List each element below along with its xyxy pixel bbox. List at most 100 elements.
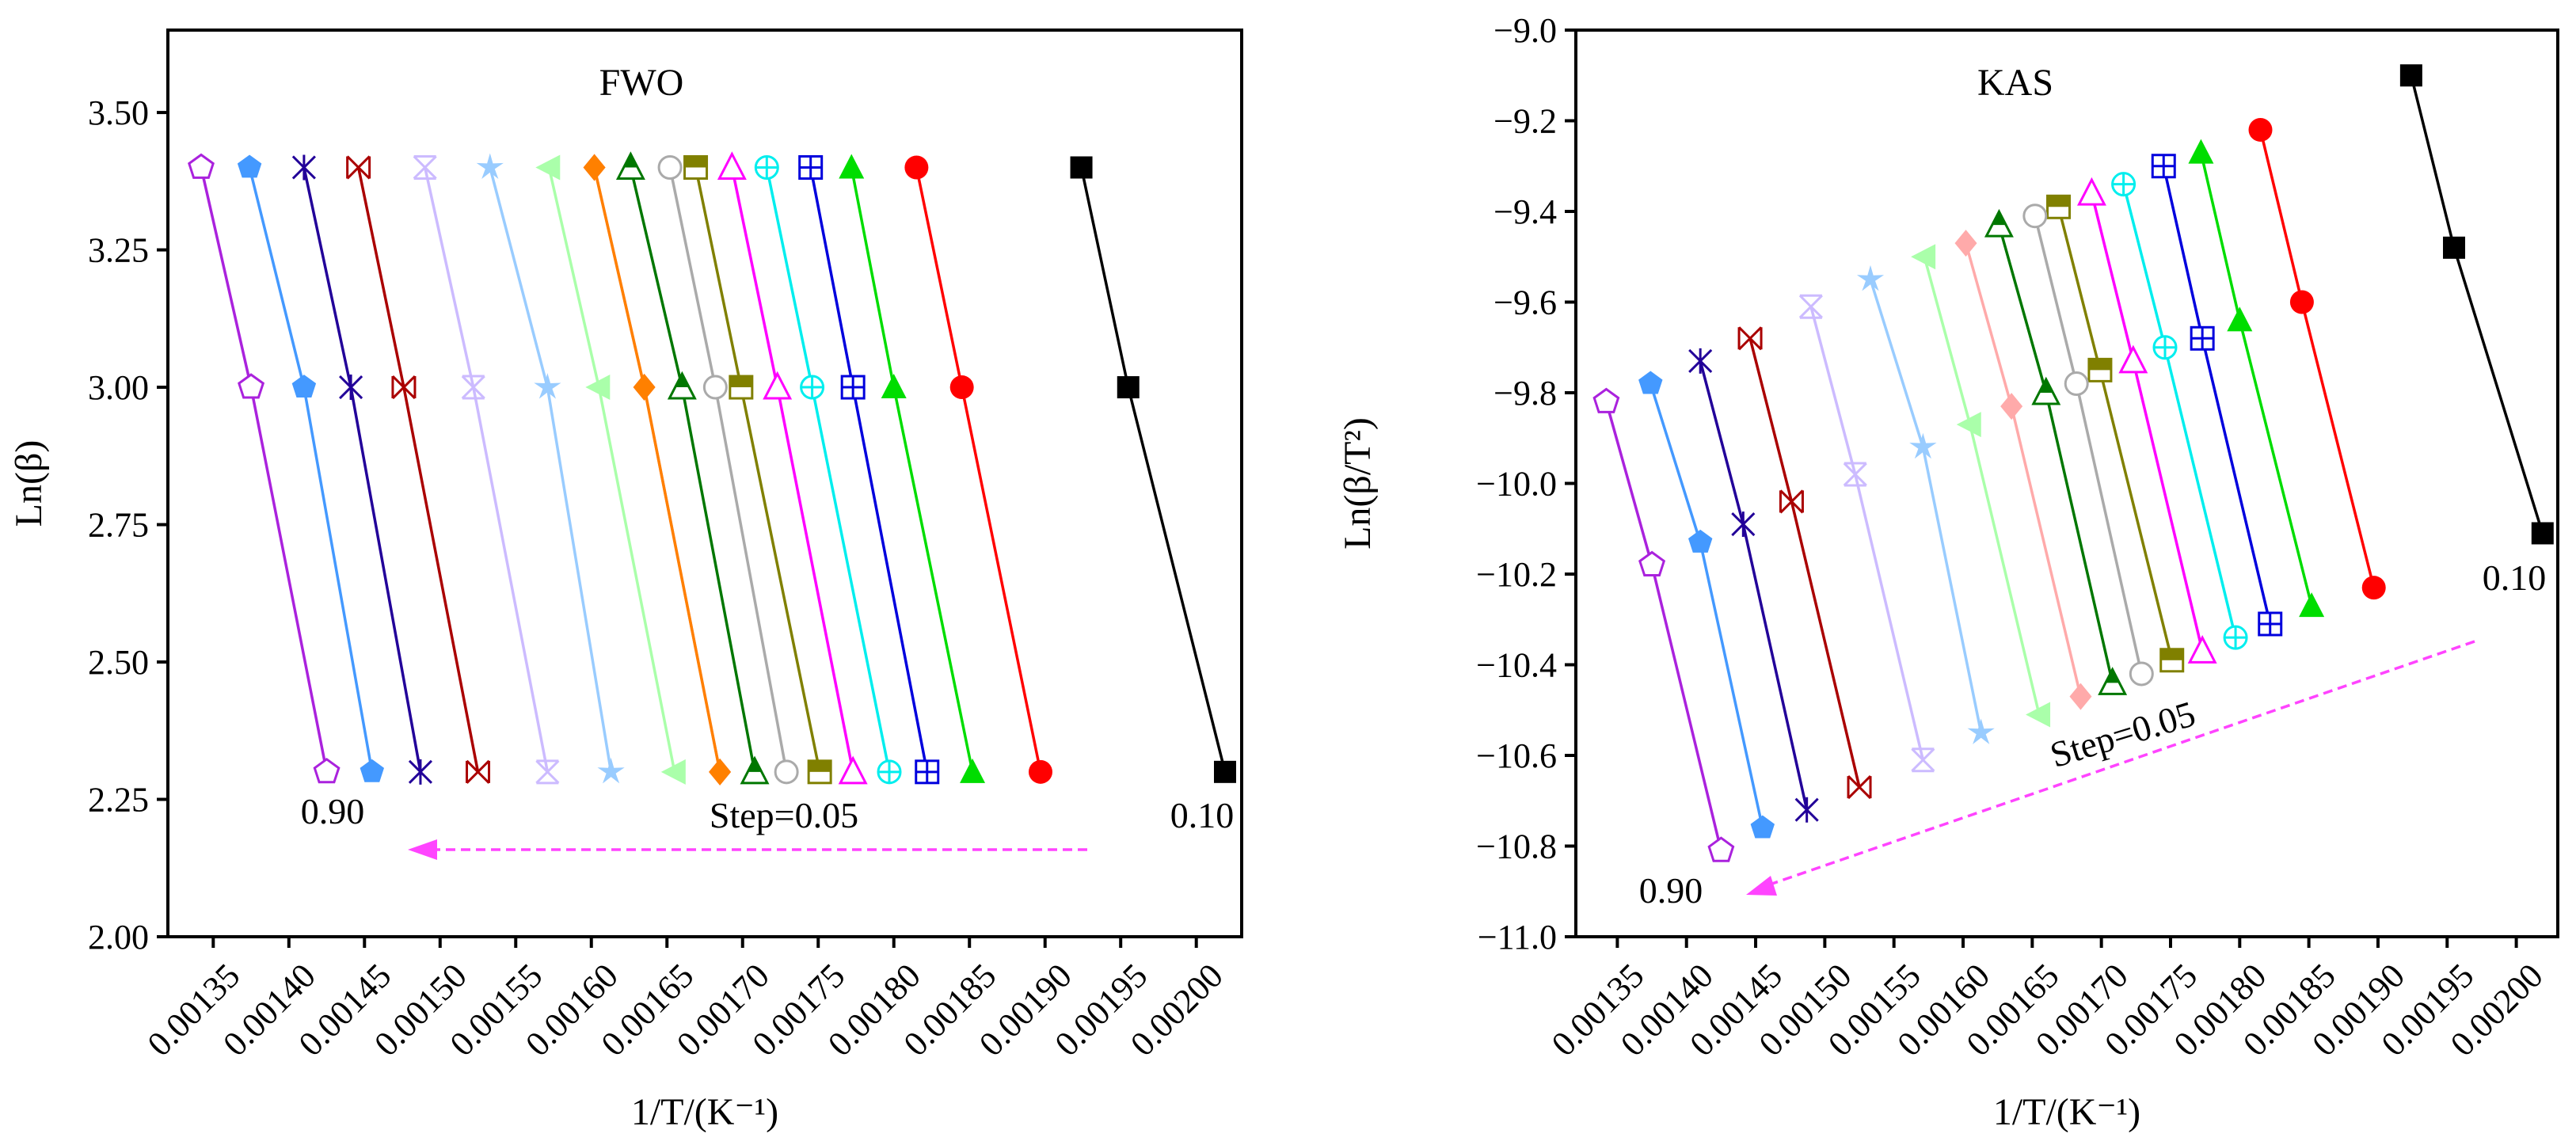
- kas-series-line: [2034, 215, 2144, 675]
- fwo-step-arrow: [408, 839, 1087, 860]
- fwo-data-point: [960, 758, 986, 783]
- kas-data-point: [1794, 797, 1819, 823]
- kas-series-1: [2248, 117, 2386, 600]
- kas-label-high: 0.90: [1639, 870, 1703, 911]
- fwo-series-15: [291, 154, 433, 785]
- fwo-series-line: [629, 167, 756, 773]
- fwo-data-point: [877, 759, 902, 785]
- kas-series-10: [1911, 244, 2051, 728]
- fwo-series-11: [535, 154, 686, 785]
- fwo-y-tick-label: 2.75: [88, 506, 149, 545]
- kas-series-0: [2399, 64, 2554, 545]
- kas-y-tick-label: −10.2: [1476, 555, 1557, 594]
- kas-y-tick-label: −9.2: [1493, 102, 1557, 141]
- kas-panel: 0.001350.001400.001450.001500.001550.001…: [1337, 11, 2559, 1133]
- fwo-data-point: [188, 153, 215, 179]
- kas-series-line: [1748, 337, 1861, 788]
- kas-series-11: [1856, 264, 1995, 744]
- kas-y-tick-label: −9.8: [1493, 374, 1557, 413]
- fwo-y-tick-label: 3.25: [88, 231, 149, 270]
- fwo-series-4: [754, 154, 902, 785]
- kas-series-13: [1737, 326, 1872, 800]
- kas-data-point: [2159, 648, 2185, 673]
- kas-data-point: [1737, 326, 1763, 351]
- fwo-data-point: [702, 375, 728, 400]
- kas-series-line: [2410, 74, 2544, 534]
- kas-step-arrow: [1746, 640, 2475, 896]
- fwo-data-point: [683, 154, 709, 180]
- fwo-series-line: [730, 167, 854, 773]
- kas-data-point: [2361, 576, 2386, 600]
- fwo-data-point: [1213, 760, 1236, 783]
- kas-series-14: [1688, 348, 1819, 823]
- fwo-data-point: [763, 371, 793, 400]
- kas-series-3: [2151, 154, 2283, 637]
- fwo-data-point: [408, 759, 433, 785]
- fwo-data-point: [346, 155, 371, 180]
- fwo-series-line: [489, 167, 613, 773]
- kas-data-point: [1688, 529, 1713, 553]
- kas-data-point: [2187, 635, 2217, 664]
- fwo-series-line: [200, 167, 329, 773]
- fwo-data-point: [360, 759, 384, 782]
- fwo-y-tick-label: 2.50: [88, 643, 149, 682]
- fwo-plot-frame: [166, 29, 1243, 938]
- fwo-series-1: [904, 155, 1052, 784]
- fwo-series-17: [188, 153, 341, 784]
- kas-data-point: [2258, 611, 2283, 637]
- kas-data-point: [1592, 387, 1620, 413]
- fwo-panel: 0.001350.001400.001450.001500.001550.001…: [8, 29, 1243, 1133]
- fwo-data-point: [534, 373, 561, 399]
- fwo-data-point: [881, 374, 907, 399]
- kas-data-point: [1731, 512, 1756, 538]
- fwo-data-point: [413, 154, 437, 180]
- kas-data-point: [1911, 747, 1935, 773]
- kas-series-9: [1954, 230, 2092, 710]
- kas-y-tick-label: −11.0: [1478, 918, 1557, 957]
- kas-x-axis-title: 1/T/(K⁻¹): [1993, 1091, 2140, 1133]
- fwo-data-point: [800, 375, 825, 400]
- kas-data-point: [2299, 592, 2325, 618]
- kas-chart-title: KAS: [1977, 62, 2053, 104]
- fwo-series-line: [547, 167, 676, 773]
- kas-data-point: [1688, 348, 1713, 374]
- fwo-data-point: [461, 375, 485, 400]
- kas-series-line: [2199, 152, 2313, 607]
- kas-data-point: [1954, 230, 1977, 257]
- fwo-series-line: [356, 167, 480, 773]
- fwo-series-6: [683, 154, 832, 785]
- fwo-data-point: [904, 155, 929, 180]
- kas-data-point: [2190, 325, 2215, 351]
- fwo-series-line: [915, 167, 1042, 773]
- kas-data-point: [1956, 412, 1981, 438]
- fwo-data-point: [615, 151, 645, 180]
- fwo-series-line: [1079, 167, 1227, 773]
- kas-series-line: [1869, 279, 1983, 733]
- kas-data-point: [2399, 64, 2422, 87]
- kas-series-4: [2111, 172, 2248, 650]
- fwo-data-point: [729, 375, 754, 400]
- kas-data-point: [1798, 294, 1823, 319]
- fwo-data-point: [709, 758, 732, 786]
- kas-data-point: [1638, 550, 1666, 576]
- kas-series-line: [1699, 360, 1809, 811]
- kas-series-16: [1592, 387, 1735, 862]
- kas-data-point: [1847, 775, 1872, 800]
- fwo-y-tick-label: 3.50: [88, 93, 149, 132]
- fwo-data-point: [660, 759, 686, 785]
- fwo-data-point: [840, 375, 866, 400]
- fwo-data-point: [915, 759, 940, 785]
- fwo-data-point: [339, 375, 363, 401]
- kas-data-point: [1909, 432, 1937, 459]
- kas-series-6: [2046, 194, 2185, 673]
- kas-series-line: [1604, 401, 1723, 851]
- kas-data-point: [2111, 172, 2137, 197]
- kas-data-point: [1638, 371, 1663, 394]
- fwo-series-line: [668, 167, 788, 773]
- kas-data-point: [2151, 154, 2176, 179]
- fwo-series-0: [1070, 156, 1236, 783]
- kas-series-line: [1649, 383, 1764, 828]
- kas-data-point: [2069, 683, 2092, 710]
- fwo-data-point: [237, 154, 262, 178]
